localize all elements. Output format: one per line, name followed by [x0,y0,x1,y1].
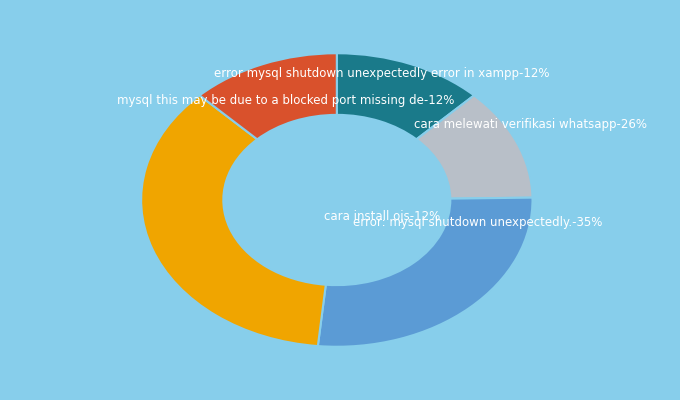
Wedge shape [141,95,326,346]
Wedge shape [199,53,337,139]
Text: mysql this may be due to a blocked port missing de-12%: mysql this may be due to a blocked port … [118,94,455,107]
Wedge shape [416,95,532,199]
Text: cara melewati verifikasi whatsapp-26%: cara melewati verifikasi whatsapp-26% [414,118,647,130]
Wedge shape [318,198,532,347]
Wedge shape [337,53,474,139]
Text: error: mysql shutdown unexpectedly.-35%: error: mysql shutdown unexpectedly.-35% [353,216,602,230]
Text: error mysql shutdown unexpectedly error in xampp-12%: error mysql shutdown unexpectedly error … [214,67,550,80]
Text: cara install ojs-12%: cara install ojs-12% [324,210,440,223]
